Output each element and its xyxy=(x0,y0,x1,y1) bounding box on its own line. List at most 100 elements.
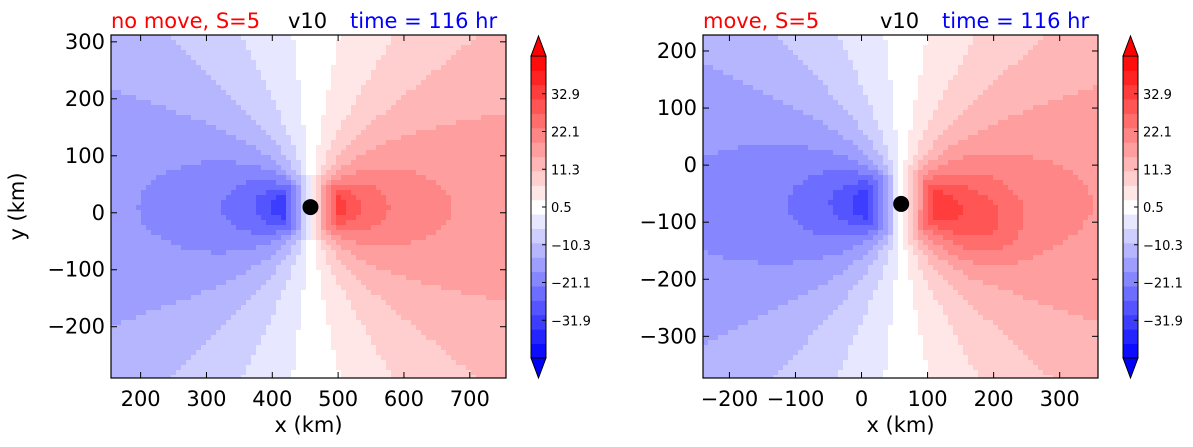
field-cell xyxy=(381,185,387,191)
field-cell xyxy=(371,80,377,86)
field-cell xyxy=(286,85,292,91)
field-cell xyxy=(276,205,282,211)
field-cell xyxy=(366,325,372,331)
field-cell xyxy=(456,295,462,301)
field-cell xyxy=(366,210,372,216)
field-cell xyxy=(291,115,297,121)
field-cell xyxy=(446,185,452,191)
field-cell xyxy=(231,75,237,81)
field-cell xyxy=(116,320,122,326)
field-cell xyxy=(216,180,222,186)
field-cell xyxy=(366,340,372,346)
field-cell xyxy=(206,160,212,166)
field-cell xyxy=(361,325,367,331)
field-cell xyxy=(491,245,497,251)
field-cell xyxy=(466,130,472,136)
field-cell xyxy=(356,180,362,186)
field-cell xyxy=(341,325,347,331)
field-cell xyxy=(476,185,482,191)
field-cell xyxy=(331,260,337,266)
field-cell xyxy=(161,100,167,106)
field-cell xyxy=(401,260,407,266)
field-cell xyxy=(391,35,397,41)
field-cell xyxy=(226,265,232,271)
field-cell xyxy=(411,75,417,81)
field-cell xyxy=(466,60,472,66)
field-cell xyxy=(126,320,132,326)
field-cell xyxy=(496,120,502,126)
field-cell xyxy=(446,200,452,206)
field-cell xyxy=(216,65,222,71)
field-cell xyxy=(481,285,487,291)
field-cell xyxy=(181,135,187,141)
field-cell xyxy=(136,305,142,311)
field-cell xyxy=(296,325,302,331)
field-cell xyxy=(486,325,492,331)
field-cell xyxy=(466,230,472,236)
field-cell xyxy=(221,75,227,81)
field-cell xyxy=(116,125,122,131)
field-cell xyxy=(121,65,127,71)
field-cell xyxy=(281,290,287,296)
field-cell xyxy=(301,50,307,56)
field-cell xyxy=(451,280,457,286)
field-cell xyxy=(421,200,427,206)
field-cell xyxy=(196,235,202,241)
field-cell xyxy=(316,55,322,61)
field-cell xyxy=(456,225,462,231)
field-cell xyxy=(421,340,427,346)
field-cell xyxy=(336,145,342,151)
field-cell xyxy=(486,175,492,181)
field-cell xyxy=(256,55,262,61)
field-cell xyxy=(201,195,207,201)
field-cell xyxy=(446,290,452,296)
field-cell xyxy=(266,35,272,41)
field-cell xyxy=(366,215,372,221)
field-cell xyxy=(486,100,492,106)
field-cell xyxy=(451,65,457,71)
field-cell xyxy=(316,345,322,351)
field-cell xyxy=(166,135,172,141)
field-cell xyxy=(326,170,332,176)
field-cell xyxy=(416,120,422,126)
field-cell xyxy=(436,175,442,181)
field-cell xyxy=(496,250,502,256)
field-cell xyxy=(156,105,162,111)
field-cell xyxy=(111,120,117,126)
field-cell xyxy=(466,300,472,306)
field-cell xyxy=(156,340,162,346)
field-cell xyxy=(246,190,252,196)
field-cell xyxy=(491,290,497,296)
field-cell xyxy=(341,200,347,206)
field-cell xyxy=(131,120,137,126)
field-cell xyxy=(461,50,467,56)
field-cell xyxy=(231,185,237,191)
field-cell xyxy=(226,320,232,326)
field-cell xyxy=(411,295,417,301)
field-cell xyxy=(126,55,132,61)
field-cell xyxy=(376,225,382,231)
field-cell xyxy=(166,35,172,41)
field-cell xyxy=(236,305,242,311)
field-cell xyxy=(346,100,352,106)
field-cell xyxy=(346,115,352,121)
field-cell xyxy=(271,60,277,66)
field-cell xyxy=(121,270,127,276)
field-cell xyxy=(306,240,312,246)
field-cell xyxy=(411,50,417,56)
field-cell xyxy=(181,155,187,161)
field-cell xyxy=(311,40,317,46)
field-cell xyxy=(326,175,332,181)
field-cell xyxy=(226,340,232,346)
field-cell xyxy=(156,210,162,216)
field-cell xyxy=(436,310,442,316)
field-cell xyxy=(246,90,252,96)
field-cell xyxy=(351,180,357,186)
field-cell xyxy=(501,275,506,281)
field-cell xyxy=(236,140,242,146)
field-cell xyxy=(326,75,332,81)
field-cell xyxy=(441,170,447,176)
field-cell xyxy=(241,125,247,131)
field-cell xyxy=(226,40,232,46)
field-cell xyxy=(386,35,392,41)
